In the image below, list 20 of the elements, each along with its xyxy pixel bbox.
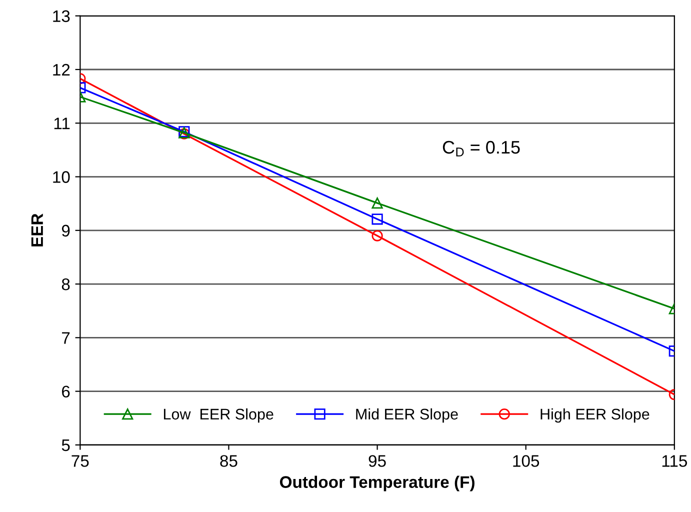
x-tick-label: 75	[72, 455, 89, 467]
y-tick-label: 7	[62, 332, 70, 344]
legend-label: Mid EER Slope	[356, 408, 458, 423]
y-tick-label: 13	[53, 10, 70, 22]
y-tick-label: 12	[53, 64, 70, 76]
annotation: C$_{D}$ = 0.15	[442, 140, 520, 156]
x-tick-label: 85	[220, 455, 238, 467]
y-tick-label: 9	[62, 224, 70, 237]
y-tick-label: 10	[53, 171, 70, 183]
legend-label: Low EER Slope	[164, 408, 274, 423]
y-tick-label: 5	[62, 440, 70, 452]
y-tick-label: 11	[54, 118, 70, 130]
x-tick-label: 105	[513, 455, 540, 467]
y-axis-title: EER	[31, 214, 43, 246]
y-tick-label: 6	[62, 386, 70, 398]
x-tick-label: 115	[662, 455, 688, 467]
y-tick-label: 8	[62, 278, 70, 290]
x-axis-title: Outdoor Temperature (F)	[280, 476, 474, 492]
x-tick-label: 95	[368, 455, 386, 467]
legend-label: High EER Slope	[540, 408, 650, 423]
